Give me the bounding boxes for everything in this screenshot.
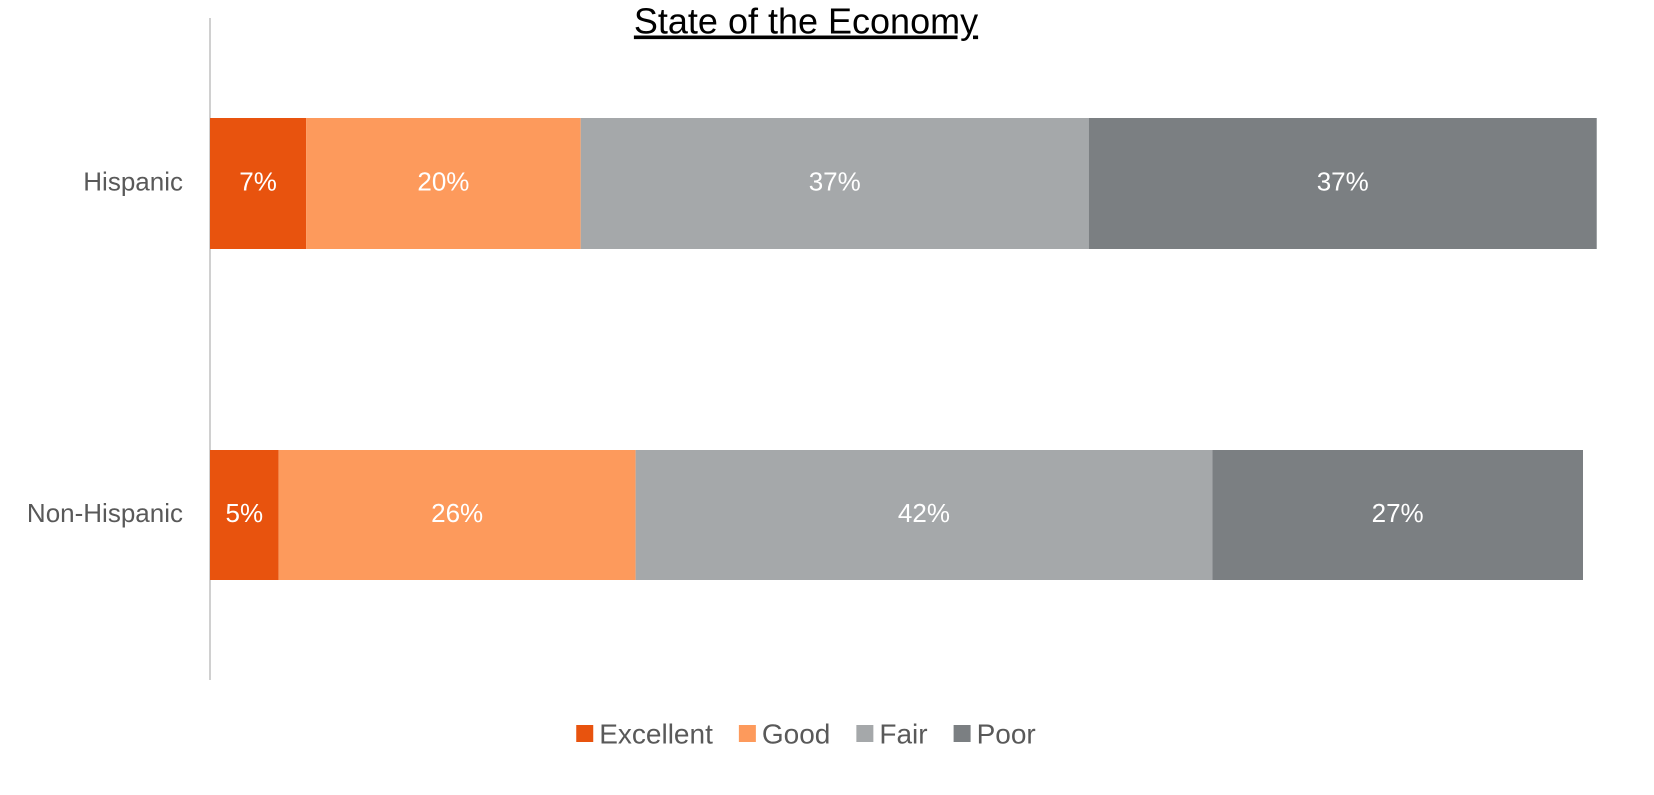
value-label: 26% (431, 498, 483, 528)
value-label: 37% (809, 166, 861, 196)
category-label: Non-Hispanic (27, 498, 183, 528)
bar-segment (1212, 450, 1583, 580)
legend-label: Fair (879, 718, 927, 749)
legend-swatch (738, 725, 756, 742)
legend-swatch (953, 725, 971, 742)
bar-segment (210, 450, 279, 580)
bar-segment (580, 118, 1089, 249)
legend-swatch (576, 725, 594, 742)
value-label: 7% (239, 166, 277, 196)
value-label: 20% (417, 166, 469, 196)
category-label: Hispanic (83, 166, 183, 196)
bar-segment (210, 118, 307, 249)
bar-segment (635, 450, 1213, 580)
legend-label: Poor (977, 718, 1036, 749)
value-label: 42% (898, 498, 950, 528)
chart-title: State of the Economy (634, 1, 978, 42)
value-label: 5% (226, 498, 264, 528)
legend-label: Good (762, 718, 831, 749)
value-label: 37% (1317, 166, 1369, 196)
bar-segment (306, 118, 581, 249)
legend-label: Excellent (599, 718, 713, 749)
bar-segment (278, 450, 636, 580)
bar-segment (1088, 118, 1597, 249)
value-label: 27% (1372, 498, 1424, 528)
legend-swatch (856, 725, 874, 742)
